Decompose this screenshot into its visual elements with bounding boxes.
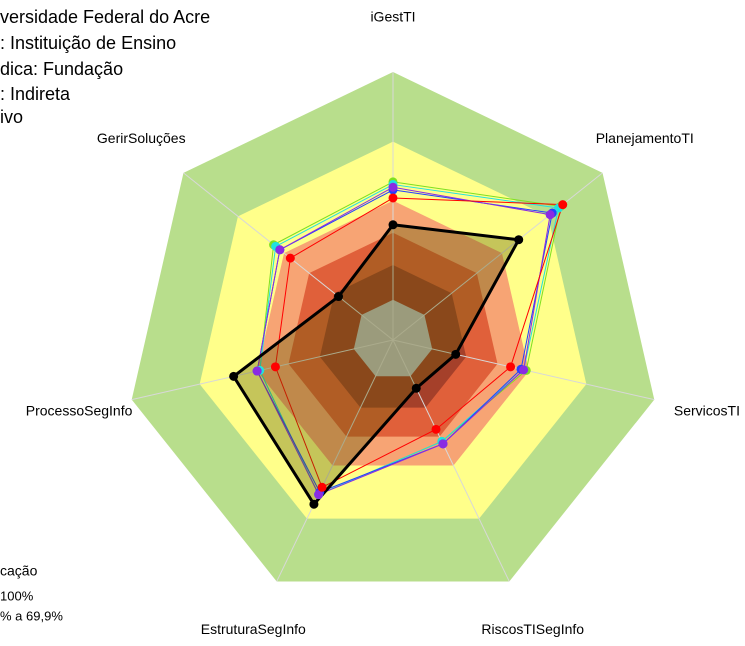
series-point [519,365,529,375]
axis-label: PlanejamentoTI [596,130,694,146]
legend-title: cação [0,563,38,579]
axis-label: RiscosTISegInfo [481,621,584,637]
axis-spoke [276,339,394,582]
series-point [438,439,448,449]
info-text: versidade Federal do Acre [0,7,210,27]
legend-label: 100% [0,588,34,603]
series-point [317,482,327,492]
info-text: : Instituição de Ensino [0,33,176,53]
series-point [431,424,441,434]
series-line [274,197,564,488]
series-line [231,223,522,507]
series-point [388,220,398,230]
axis-label: ServicosTI [674,402,740,418]
series-point [388,193,398,203]
axis-label: ProcessoSegInfo [26,402,133,418]
series-point [506,362,516,372]
series-point [388,182,398,192]
series-point [334,292,344,302]
axis-label: iGestTI [370,9,415,25]
series-point [411,383,421,393]
series-point [314,490,324,500]
series-point [309,499,319,509]
axis-label: EstruturaSegInfo [201,621,306,637]
info-text: dica: Fundação [0,59,123,79]
series-point [275,245,285,255]
series-point [270,362,280,372]
legend-label: % a 69,9% [0,608,63,623]
axis-label: GerirSoluções [97,130,186,146]
axis-spoke [392,339,510,582]
series-point [252,366,262,376]
series-point [451,349,461,359]
series-point [229,371,239,381]
info-text: ivo [0,107,23,127]
info-text: : Indireta [0,84,71,104]
series-point [558,200,568,210]
series-point [514,235,524,245]
series-point [545,210,555,220]
series-point [285,253,295,263]
series-line [256,186,551,496]
axis-spoke [392,172,603,341]
